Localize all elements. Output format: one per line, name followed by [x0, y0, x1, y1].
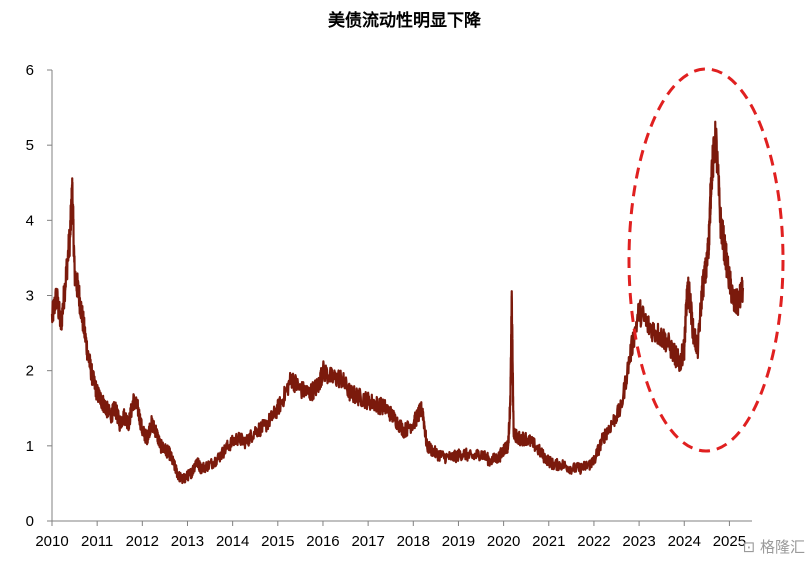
y-tick-label: 1 [26, 438, 34, 455]
y-tick-label: 3 [26, 288, 34, 305]
x-tick-label: 2024 [668, 533, 701, 550]
x-tick-label: 2011 [81, 533, 113, 550]
x-tick-label: 2021 [532, 533, 565, 550]
x-tick-label: 2013 [171, 533, 204, 550]
x-tick-label: 2025 [713, 533, 746, 550]
y-tick-label: 5 [26, 137, 34, 154]
y-tick-label: 6 [26, 62, 34, 79]
annotation-layer [627, 67, 785, 453]
watermark-logo: ⊡ 格隆汇 [743, 536, 805, 557]
x-tick-label: 2014 [216, 533, 249, 550]
x-tick-label: 2018 [397, 533, 430, 550]
x-tick-label: 2020 [487, 533, 520, 550]
x-tick-label: 2015 [261, 533, 294, 550]
x-tick-label: 2023 [622, 533, 655, 550]
y-tick-label: 0 [26, 513, 34, 530]
x-tick-label: 2019 [442, 533, 475, 550]
y-axis-ticks: 0 1 2 3 4 5 6 [26, 62, 52, 530]
y-tick-label: 2 [26, 363, 34, 380]
x-axis-ticks: 2010 2011 2012 2013 2014 2015 2016 2017 2018 2019… [35, 521, 746, 550]
x-tick-label: 2022 [577, 533, 610, 550]
y-tick-label: 4 [26, 212, 34, 229]
x-tick-label: 2017 [351, 533, 384, 550]
highlight-ellipse [627, 67, 785, 453]
x-tick-label: 2012 [126, 533, 159, 550]
series-layer [50, 120, 745, 485]
chart-title: 美债流动性明显下降 [328, 11, 481, 31]
x-tick-label: 2016 [306, 533, 339, 550]
watermark-icon: ⊡ [742, 538, 756, 556]
watermark-text: 格隆汇 [759, 538, 805, 556]
series-line [50, 120, 745, 485]
x-tick-label: 2010 [35, 533, 68, 550]
